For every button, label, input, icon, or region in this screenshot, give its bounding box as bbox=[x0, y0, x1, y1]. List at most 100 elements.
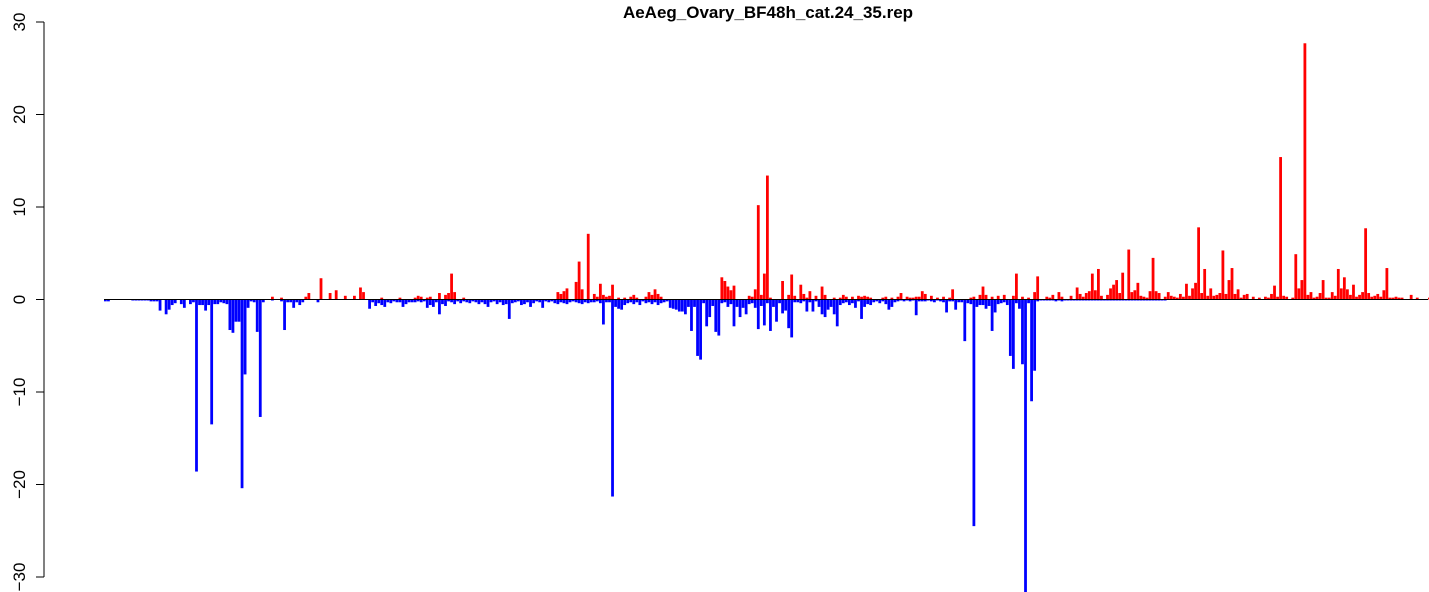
bar bbox=[1027, 297, 1030, 300]
bar bbox=[189, 299, 192, 305]
bar bbox=[1157, 293, 1161, 300]
bar bbox=[875, 299, 879, 302]
bar bbox=[1036, 299, 1040, 302]
bar bbox=[516, 299, 520, 302]
bar bbox=[1127, 249, 1131, 300]
bar bbox=[1154, 291, 1158, 300]
bar bbox=[869, 299, 873, 306]
bar bbox=[1008, 299, 1012, 356]
bar bbox=[942, 296, 945, 300]
bar bbox=[948, 299, 951, 302]
bar bbox=[933, 299, 936, 303]
bar bbox=[693, 299, 696, 307]
bar bbox=[747, 299, 751, 305]
bar bbox=[1011, 299, 1015, 369]
bar bbox=[441, 299, 444, 305]
bar bbox=[526, 299, 529, 303]
bar bbox=[1391, 297, 1395, 300]
bar bbox=[468, 299, 472, 304]
bar bbox=[498, 299, 502, 303]
bar bbox=[623, 297, 627, 300]
bar bbox=[507, 299, 511, 319]
bar bbox=[808, 299, 812, 303]
bar bbox=[598, 299, 602, 304]
bar bbox=[1318, 293, 1322, 300]
bar bbox=[978, 294, 982, 300]
bar bbox=[1200, 293, 1204, 300]
bar bbox=[598, 283, 602, 300]
bar bbox=[1382, 290, 1386, 300]
bar bbox=[884, 296, 888, 300]
bar bbox=[1060, 296, 1064, 300]
bar bbox=[201, 299, 204, 306]
bar bbox=[696, 299, 699, 356]
bar bbox=[1048, 297, 1052, 300]
bar bbox=[936, 297, 939, 300]
bar bbox=[574, 281, 578, 300]
bar bbox=[759, 299, 763, 306]
bar bbox=[407, 299, 411, 303]
bar bbox=[435, 299, 438, 303]
bar bbox=[1112, 284, 1115, 300]
bar bbox=[1330, 292, 1334, 300]
bar bbox=[802, 293, 806, 300]
bar bbox=[1218, 293, 1222, 300]
bar bbox=[887, 299, 891, 310]
bar bbox=[790, 299, 794, 338]
bar bbox=[656, 293, 660, 300]
bar bbox=[1239, 297, 1243, 300]
bar bbox=[334, 290, 338, 300]
bar bbox=[192, 299, 195, 303]
bar bbox=[1203, 268, 1207, 300]
bar bbox=[453, 299, 457, 305]
bar bbox=[535, 299, 538, 302]
bar bbox=[261, 299, 265, 303]
bar bbox=[398, 299, 402, 303]
bar bbox=[152, 299, 156, 302]
bar bbox=[854, 299, 857, 308]
bar bbox=[811, 299, 815, 312]
bar bbox=[425, 299, 429, 308]
bar bbox=[984, 294, 988, 300]
bar bbox=[1090, 273, 1094, 300]
bar bbox=[462, 299, 466, 302]
bar bbox=[1227, 280, 1231, 300]
bar bbox=[495, 299, 499, 305]
bar bbox=[866, 296, 869, 300]
y-tick-label: −30 bbox=[10, 563, 29, 592]
bar bbox=[1376, 293, 1380, 300]
bar bbox=[699, 299, 702, 360]
bar bbox=[838, 299, 842, 306]
bar bbox=[893, 299, 897, 303]
bar bbox=[595, 299, 599, 302]
bar bbox=[775, 299, 778, 322]
bar bbox=[611, 299, 614, 497]
bar bbox=[929, 299, 933, 302]
bar bbox=[762, 273, 766, 300]
bar bbox=[668, 299, 672, 308]
bar bbox=[562, 291, 566, 300]
bar bbox=[1339, 288, 1343, 300]
bar-series bbox=[104, 43, 1429, 592]
bar bbox=[969, 297, 973, 300]
bar bbox=[829, 299, 833, 307]
bar bbox=[410, 299, 414, 303]
bar bbox=[529, 299, 532, 307]
bar bbox=[726, 286, 730, 300]
bar bbox=[371, 299, 375, 303]
bar bbox=[951, 299, 955, 302]
bar bbox=[1230, 268, 1234, 300]
bar bbox=[386, 299, 390, 303]
bar bbox=[614, 299, 617, 307]
bar bbox=[1021, 299, 1024, 365]
bar bbox=[872, 299, 876, 303]
bar bbox=[878, 299, 882, 304]
bar bbox=[1078, 293, 1082, 300]
bar bbox=[908, 299, 912, 302]
bar bbox=[881, 299, 885, 302]
bar bbox=[671, 299, 675, 309]
bar bbox=[1291, 297, 1295, 300]
bar bbox=[844, 299, 848, 303]
bar bbox=[255, 299, 259, 332]
bar bbox=[823, 294, 827, 300]
